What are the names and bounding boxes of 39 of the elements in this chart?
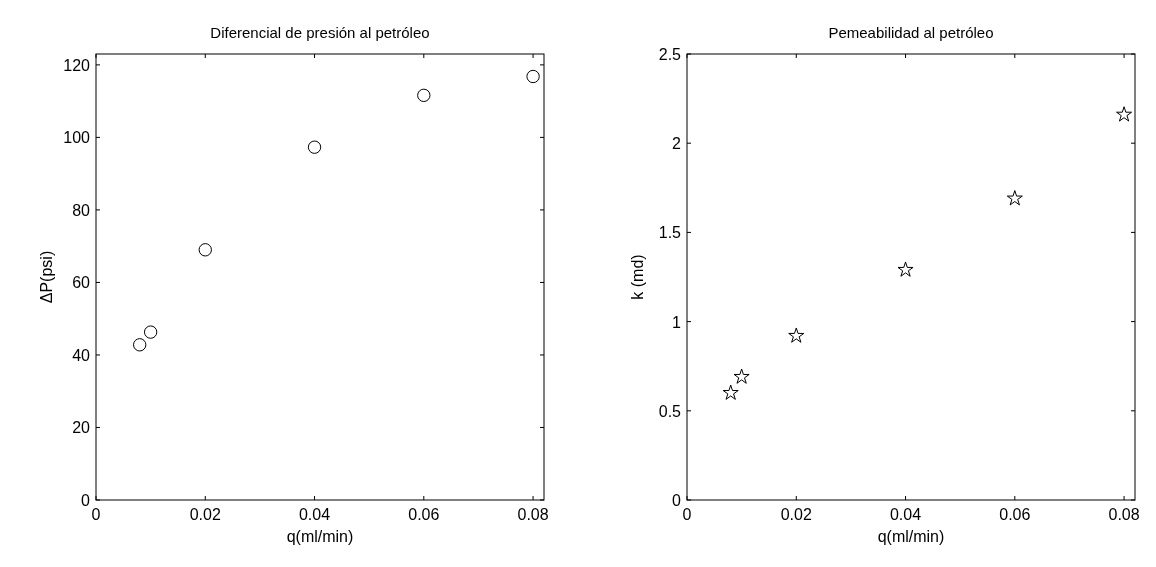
point — [198, 243, 212, 257]
point — [1116, 106, 1133, 122]
y-tick-label: 2 — [672, 135, 682, 153]
x-tick-label: 0.02 — [189, 506, 221, 523]
point — [788, 327, 805, 343]
x-tick-label: 0.08 — [517, 506, 549, 523]
y-tick-label: 0.5 — [658, 402, 682, 420]
y-tick-label: 0 — [672, 492, 682, 509]
x-tick-label: 0.06 — [408, 506, 440, 523]
x-tick-label: 0.08 — [1108, 506, 1140, 523]
point — [733, 368, 750, 384]
y-tick-label: 1.5 — [658, 224, 682, 242]
point — [897, 261, 914, 277]
point — [417, 88, 431, 102]
y-tick-label: 60 — [72, 274, 91, 292]
y-tick-label: 120 — [63, 56, 91, 74]
x-axis-title: q(ml/min) — [877, 528, 945, 545]
chart-title: Pemeabilidad al petróleo — [828, 24, 994, 41]
x-tick-label: 0.06 — [999, 506, 1031, 523]
point — [526, 69, 540, 84]
y-axis-title: k (md) — [629, 254, 646, 300]
y-tick-label: 100 — [63, 129, 91, 147]
point — [133, 338, 147, 352]
x-tick-label: 0.04 — [298, 506, 331, 523]
x-axis-title: q(ml/min) — [286, 528, 354, 545]
y-tick-label: 20 — [72, 419, 91, 437]
point — [722, 384, 739, 400]
x-tick-label: 0.02 — [780, 506, 812, 523]
point — [143, 325, 158, 339]
chart-title: Diferencial de presión al petróleo — [210, 24, 430, 41]
x-tick-label: 0.04 — [889, 506, 922, 523]
point — [1006, 190, 1023, 206]
y-tick-label: 80 — [72, 201, 91, 219]
y-tick-label: 1 — [672, 313, 682, 331]
y-tick-label: 2.5 — [658, 46, 682, 63]
point — [307, 140, 322, 154]
y-tick-label: 0 — [81, 492, 91, 509]
y-axis-title: ΔP(psi) — [38, 250, 55, 304]
y-tick-label: 40 — [72, 346, 91, 364]
